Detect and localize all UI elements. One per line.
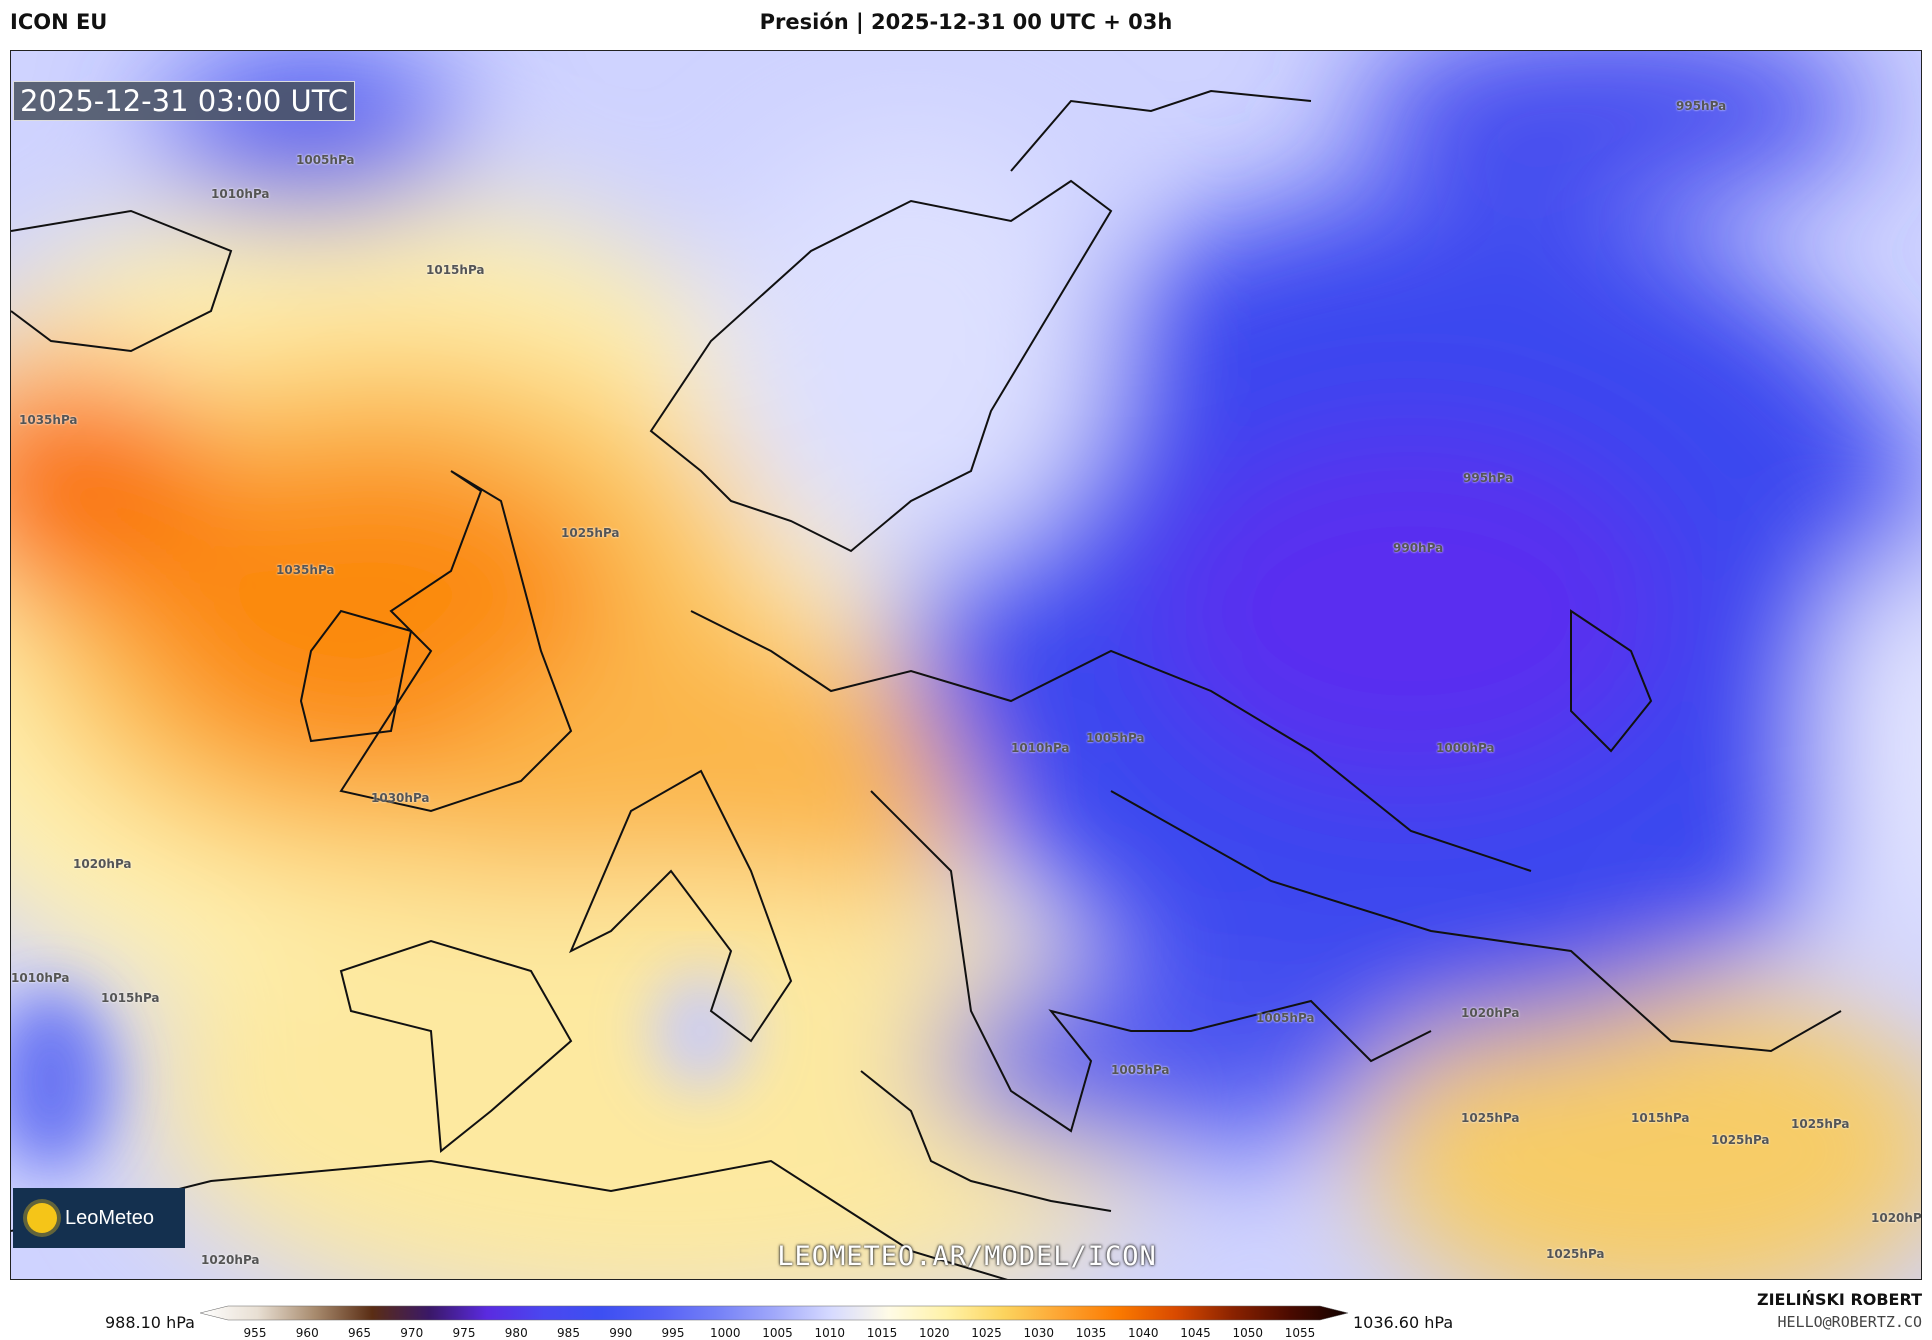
isobar-label: 1015hPa — [101, 991, 160, 1005]
isobar-label: 1020hPa — [1871, 1211, 1922, 1225]
isobar-label: 1010hPa — [1011, 741, 1070, 755]
north-africa-coast — [11, 1159, 1008, 1279]
colorbar-tick-label: 1015 — [866, 1326, 898, 1340]
pressure-map[interactable]: 2025-12-31 03:00 UTC 995hPa 1005hPa 1010… — [10, 50, 1922, 1280]
colorbar — [200, 1305, 1349, 1321]
isobar-label: 1025hPa — [561, 526, 620, 540]
colorbar-tick-label: 975 — [452, 1326, 476, 1340]
isobar-label: 1020hPa — [1461, 1006, 1520, 1020]
author-credit: ZIELIŃSKI ROBERT — [1756, 1290, 1922, 1309]
border-line — [690, 610, 1532, 872]
isobar-label: 1020hPa — [201, 1253, 260, 1267]
valid-time-badge: 2025-12-31 03:00 UTC — [13, 81, 356, 121]
isobar-label: 1025hPa — [1711, 1133, 1770, 1147]
isobar-label: 1035hPa — [19, 413, 78, 427]
isobar-label: 1005hPa — [296, 153, 355, 167]
colorbar-tick-label: 1005 — [762, 1326, 793, 1340]
logo-text: LeoMeteo — [65, 1206, 154, 1229]
leometeo-logo: LeoMeteo — [13, 1188, 185, 1248]
chart-title: Presión | 2025-12-31 00 UTC + 03h — [759, 10, 1173, 34]
balkans-turkey-coast — [870, 790, 1432, 1133]
isobar-label: 1035hPa — [276, 563, 335, 577]
colorbar-tick-label: 980 — [504, 1326, 528, 1340]
colorbar-tick-label: 1010 — [814, 1326, 846, 1340]
isobar-label: 1005hPa — [1111, 1063, 1170, 1077]
colorbar-gradient — [200, 1305, 1349, 1321]
isobar-label: 1010hPa — [11, 971, 70, 985]
iberia-coast — [339, 939, 573, 1153]
colorbar-tick-label: 955 — [243, 1326, 267, 1340]
isobar-label: 1020hPa — [73, 857, 132, 871]
model-name: ICON EU — [10, 10, 108, 34]
colorbar-tick-label: 1045 — [1180, 1326, 1211, 1340]
colorbar-tick-label: 1050 — [1232, 1326, 1264, 1340]
pressure-field — [11, 51, 1921, 1279]
colorbar-tick-label: 1020 — [918, 1326, 950, 1340]
isobar-label: 1025hPa — [1546, 1247, 1605, 1261]
isobar-label: 1000hPa — [1436, 741, 1495, 755]
great-britain-coast — [339, 470, 573, 813]
crete-coast — [860, 1070, 1112, 1212]
sun-icon — [27, 1203, 57, 1233]
black-sea-caucasus-coast — [1110, 790, 1842, 1053]
legend-min-label: 988.10 hPa — [105, 1313, 195, 1332]
isobar-label: 1025hPa — [1791, 1117, 1850, 1131]
colorbar-tick-label: 965 — [348, 1326, 371, 1340]
isobar-label: 995hPa — [1676, 99, 1727, 113]
isobar-label: 995hPa — [1463, 471, 1514, 485]
isobar-label: 1015hPa — [426, 263, 485, 277]
isobar-label: 990hPa — [1393, 541, 1444, 555]
colorbar-tick-label: 990 — [609, 1326, 633, 1340]
colorbar-tick-label: 1030 — [1023, 1326, 1055, 1340]
colorbar-tick-label: 985 — [557, 1326, 580, 1340]
author-email: HELLO@ROBERTZ.CO — [1777, 1313, 1923, 1331]
colorbar-tick-label: 1055 — [1284, 1326, 1316, 1340]
legend-max-label: 1036.60 hPa — [1353, 1313, 1454, 1332]
colorbar-ticks: 955 960 965 970 975 980 985 990 995 1000 1005 1010 1… — [0, 1326, 1932, 1340]
colorbar-tick-label: 995 — [661, 1326, 685, 1340]
colorbar-tick-label: 1040 — [1127, 1326, 1159, 1340]
ireland-coast — [299, 609, 413, 743]
colorbar-tick-label: 1035 — [1075, 1326, 1107, 1340]
colorbar-tick-label: 970 — [400, 1326, 424, 1340]
kola-coast — [1010, 89, 1312, 172]
scandinavia-coast — [649, 179, 1113, 553]
isobar-label: 1005hPa — [1086, 731, 1145, 745]
isobar-label: 1005hPa — [1256, 1011, 1315, 1025]
isobar-label: 1010hPa — [211, 187, 270, 201]
colorbar-tick-label: 1000 — [709, 1326, 741, 1340]
watermark: LEOMETEO.AR/MODEL/ICON — [777, 1241, 1157, 1272]
isobar-label: 1015hPa — [1631, 1111, 1690, 1125]
isobar-label: 1030hPa — [371, 791, 430, 805]
caspian-coast — [1570, 609, 1653, 753]
colorbar-tick-label: 1025 — [971, 1326, 1002, 1340]
france-italy-coast — [569, 769, 793, 1043]
iceland-coast — [11, 209, 233, 353]
colorbar-tick-label: 960 — [295, 1326, 319, 1340]
isobar-label: 1025hPa — [1461, 1111, 1520, 1125]
